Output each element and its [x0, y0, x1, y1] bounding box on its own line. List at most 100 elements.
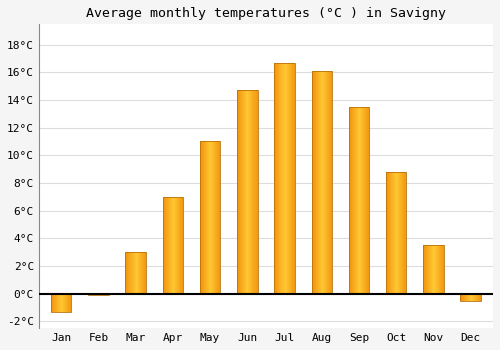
- Bar: [390, 172, 391, 294]
- Bar: [169, 197, 170, 294]
- Bar: [460, 294, 462, 301]
- Bar: [276, 63, 278, 294]
- Bar: [430, 245, 432, 294]
- Bar: [237, 90, 238, 294]
- Bar: [356, 107, 357, 294]
- Bar: [172, 197, 173, 294]
- Bar: [462, 294, 464, 301]
- Bar: [321, 71, 322, 294]
- Bar: [472, 294, 473, 301]
- Bar: [53, 294, 54, 312]
- Bar: [242, 90, 243, 294]
- Bar: [360, 107, 361, 294]
- Bar: [478, 294, 479, 301]
- Bar: [434, 245, 436, 294]
- Bar: [322, 71, 323, 294]
- Bar: [325, 71, 326, 294]
- Bar: [126, 252, 128, 294]
- Bar: [132, 252, 134, 294]
- Bar: [250, 90, 252, 294]
- Bar: [327, 71, 328, 294]
- Bar: [323, 71, 324, 294]
- Bar: [145, 252, 146, 294]
- Bar: [138, 252, 140, 294]
- Bar: [171, 197, 172, 294]
- Bar: [89, 294, 90, 295]
- Bar: [423, 245, 424, 294]
- Bar: [324, 71, 325, 294]
- Bar: [314, 71, 316, 294]
- Bar: [100, 294, 102, 295]
- Bar: [213, 141, 214, 294]
- Bar: [256, 90, 258, 294]
- Bar: [388, 172, 389, 294]
- Bar: [365, 107, 366, 294]
- Bar: [218, 141, 220, 294]
- Bar: [290, 63, 292, 294]
- Bar: [436, 245, 438, 294]
- Bar: [92, 294, 94, 295]
- Bar: [475, 294, 476, 301]
- Bar: [170, 197, 171, 294]
- Bar: [402, 172, 404, 294]
- Bar: [208, 141, 209, 294]
- Bar: [364, 107, 365, 294]
- Bar: [294, 63, 295, 294]
- Bar: [166, 197, 168, 294]
- Bar: [428, 245, 430, 294]
- Bar: [355, 107, 356, 294]
- Bar: [366, 107, 367, 294]
- Bar: [175, 197, 176, 294]
- Bar: [312, 71, 314, 294]
- Bar: [278, 63, 280, 294]
- Bar: [56, 294, 57, 312]
- Bar: [440, 245, 442, 294]
- Bar: [312, 71, 332, 294]
- Bar: [68, 294, 70, 312]
- Bar: [286, 63, 288, 294]
- Bar: [320, 71, 321, 294]
- Bar: [168, 197, 169, 294]
- Bar: [104, 294, 106, 295]
- Bar: [200, 141, 201, 294]
- Bar: [442, 245, 444, 294]
- Bar: [211, 141, 212, 294]
- Bar: [239, 90, 240, 294]
- Bar: [206, 141, 207, 294]
- Bar: [162, 197, 183, 294]
- Bar: [284, 63, 286, 294]
- Bar: [140, 252, 142, 294]
- Bar: [134, 252, 136, 294]
- Bar: [88, 294, 89, 295]
- Bar: [136, 252, 138, 294]
- Bar: [395, 172, 396, 294]
- Bar: [393, 172, 394, 294]
- Bar: [180, 197, 181, 294]
- Bar: [438, 245, 440, 294]
- Bar: [282, 63, 284, 294]
- Bar: [400, 172, 402, 294]
- Bar: [179, 197, 180, 294]
- Bar: [128, 252, 130, 294]
- Bar: [202, 141, 203, 294]
- Bar: [470, 294, 472, 301]
- Bar: [58, 294, 59, 312]
- Bar: [176, 197, 177, 294]
- Bar: [126, 252, 146, 294]
- Bar: [207, 141, 208, 294]
- Bar: [214, 141, 215, 294]
- Bar: [66, 294, 68, 312]
- Bar: [396, 172, 398, 294]
- Bar: [246, 90, 248, 294]
- Bar: [426, 245, 428, 294]
- Bar: [204, 141, 205, 294]
- Bar: [209, 141, 210, 294]
- Bar: [386, 172, 406, 294]
- Bar: [162, 197, 164, 294]
- Bar: [394, 172, 395, 294]
- Bar: [468, 294, 469, 301]
- Bar: [106, 294, 108, 295]
- Bar: [51, 294, 52, 312]
- Bar: [61, 294, 62, 312]
- Bar: [274, 63, 295, 294]
